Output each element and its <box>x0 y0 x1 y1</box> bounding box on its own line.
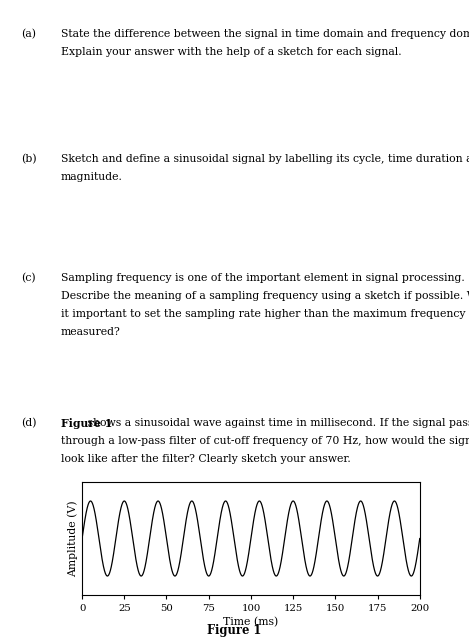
Text: through a low-pass filter of cut-off frequency of 70 Hz, how would the signal: through a low-pass filter of cut-off fre… <box>61 436 469 446</box>
Text: Figure 1: Figure 1 <box>61 418 113 429</box>
Text: Explain your answer with the help of a sketch for each signal.: Explain your answer with the help of a s… <box>61 47 401 57</box>
Text: look like after the filter? Clearly sketch your answer.: look like after the filter? Clearly sket… <box>61 454 351 464</box>
Text: Sketch and define a sinusoidal signal by labelling its cycle, time duration and: Sketch and define a sinusoidal signal by… <box>61 154 469 165</box>
X-axis label: Time (ms): Time (ms) <box>223 617 279 628</box>
Text: measured?: measured? <box>61 327 121 338</box>
Text: (a): (a) <box>21 29 36 39</box>
Text: (b): (b) <box>21 154 37 165</box>
Text: Sampling frequency is one of the important element in signal processing.: Sampling frequency is one of the importa… <box>61 273 465 284</box>
Text: magnitude.: magnitude. <box>61 172 123 183</box>
Text: Describe the meaning of a sampling frequency using a sketch if possible. Why is: Describe the meaning of a sampling frequ… <box>61 291 469 302</box>
Text: shows a sinusoidal wave against time in millisecond. If the signal passes: shows a sinusoidal wave against time in … <box>84 418 469 428</box>
Text: it important to set the sampling rate higher than the maximum frequency: it important to set the sampling rate hi… <box>61 309 465 320</box>
Text: (d): (d) <box>21 418 37 428</box>
Text: State the difference between the signal in time domain and frequency domain.: State the difference between the signal … <box>61 29 469 39</box>
Text: Figure 1: Figure 1 <box>207 624 262 637</box>
Y-axis label: Amplitude (V): Amplitude (V) <box>68 500 78 577</box>
Text: (c): (c) <box>21 273 36 284</box>
